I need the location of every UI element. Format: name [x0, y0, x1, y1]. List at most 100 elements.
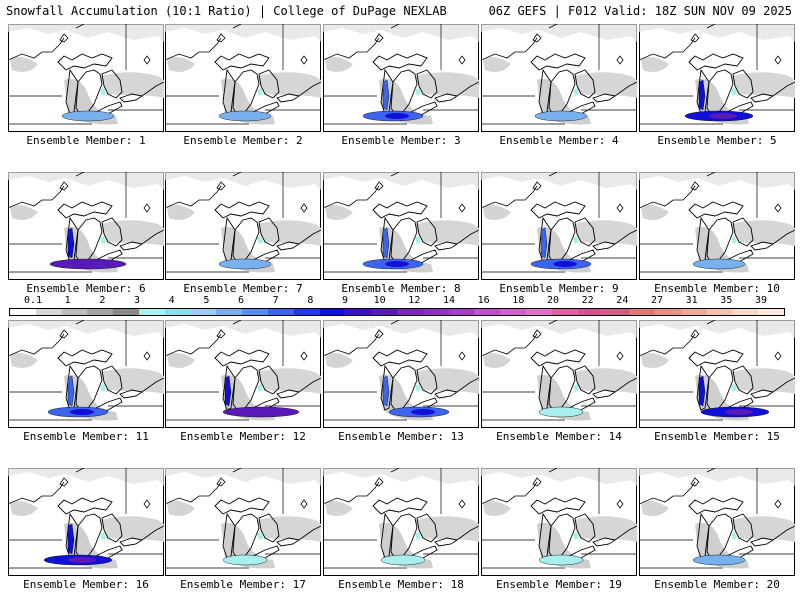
ensemble-panel: Ensemble Member: 15: [639, 320, 795, 443]
colorbar-swatch: [448, 309, 475, 315]
ensemble-panel: Ensemble Member: 2: [165, 24, 321, 147]
colorbar-swatch: [654, 309, 681, 315]
colorbar-swatch: [474, 309, 501, 315]
colorbar-swatch: [577, 309, 604, 315]
colorbar-swatch: [422, 309, 449, 315]
colorbar-swatch: [293, 309, 320, 315]
colorbar-swatch: [138, 309, 165, 315]
ensemble-member-caption: Ensemble Member: 4: [499, 134, 619, 147]
snowfall-map: [639, 172, 795, 280]
colorbar-tick-label: 3: [133, 295, 141, 306]
ensemble-member-caption: Ensemble Member: 20: [654, 578, 780, 591]
ensemble-panel: Ensemble Member: 16: [8, 468, 164, 591]
colorbar-tick-label: 8: [307, 295, 314, 306]
colorbar-tick-label: 31: [685, 295, 698, 306]
snowfall-map: [165, 320, 321, 428]
snowfall-map: [323, 468, 479, 576]
snowfall-map: [481, 468, 637, 576]
colorbar-swatch: [164, 309, 191, 315]
ensemble-member-caption: Ensemble Member: 7: [183, 282, 303, 295]
colorbar-tick-label: 39: [754, 295, 768, 306]
ensemble-panel: Ensemble Member: 19: [481, 468, 637, 591]
model-run-info: 06Z GEFS | F012 Valid: 18Z SUN NOV 09 20…: [488, 4, 792, 18]
colorbar-swatch: [267, 309, 294, 315]
ensemble-panel: Ensemble Member: 20: [639, 468, 795, 591]
colorbar-swatch: [190, 309, 217, 315]
ensemble-panel: Ensemble Member: 4: [481, 24, 637, 147]
colorbar-swatch: [371, 309, 397, 315]
colorbar-tick-label: 1: [64, 295, 71, 306]
colorbar-swatch: [551, 309, 578, 315]
colorbar-tick-label: 27: [650, 295, 664, 306]
ensemble-member-caption: Ensemble Member: 1: [26, 134, 146, 147]
colorbar-swatch: [396, 309, 423, 315]
ensemble-panel: Ensemble Member: 17: [165, 468, 321, 591]
colorbar-swatch: [680, 309, 707, 315]
ensemble-panel: Ensemble Member: 12: [165, 320, 321, 443]
colorbar-tick-label: 14: [442, 295, 456, 306]
colorbar-tick-label: 24: [616, 295, 629, 306]
snowfall-map: [323, 320, 479, 428]
colorbar-swatch: [242, 309, 268, 315]
snowfall-map: [323, 24, 479, 132]
colorbar-labels: 0.1 1 2 3 4 5 6 7 8 9 10 12 14 16 18 20 22 24 27 31 35 39: [9, 295, 785, 307]
colorbar-tick-label: 10: [373, 295, 386, 306]
snowfall-map: [639, 24, 795, 132]
snowfall-colorbar: 0.1 1 2 3 4 5 6 7 8 9 10 12 14 16 18 20 22 24 27 31 35 39: [9, 295, 785, 318]
colorbar-tick-label: 18: [512, 295, 525, 306]
ensemble-member-caption: Ensemble Member: 6: [26, 282, 146, 295]
colorbar-swatch: [35, 309, 62, 315]
ensemble-member-caption: Ensemble Member: 3: [341, 134, 461, 147]
colorbar-tick-label: 6: [237, 295, 245, 306]
snowfall-map: [323, 172, 479, 280]
ensemble-panel: Ensemble Member: 3: [323, 24, 479, 147]
ensemble-member-caption: Ensemble Member: 16: [23, 578, 149, 591]
ensemble-member-caption: Ensemble Member: 17: [180, 578, 306, 591]
colorbar-swatch: [87, 309, 114, 315]
colorbar-swatch: [706, 309, 733, 315]
colorbar-swatches: [9, 308, 785, 316]
ensemble-member-caption: Ensemble Member: 15: [654, 430, 780, 443]
snowfall-map: [481, 24, 637, 132]
ensemble-panel: Ensemble Member: 6: [8, 172, 164, 295]
colorbar-tick-label: 20: [546, 295, 560, 306]
snowfall-map: [165, 468, 321, 576]
page-title: Snowfall Accumulation (10:1 Ratio) | Col…: [6, 4, 447, 18]
colorbar-swatch: [758, 309, 784, 315]
ensemble-panel: Ensemble Member: 7: [165, 172, 321, 295]
ensemble-panel: Ensemble Member: 13: [323, 320, 479, 443]
colorbar-swatch: [525, 309, 552, 315]
snowfall-map: [639, 468, 795, 576]
snowfall-map: [165, 24, 321, 132]
ensemble-member-caption: Ensemble Member: 11: [23, 430, 149, 443]
snowfall-map: [8, 320, 164, 428]
colorbar-tick-label: 0.1: [23, 295, 43, 306]
colorbar-swatch: [603, 309, 630, 315]
colorbar-tick-label: 9: [341, 295, 349, 306]
snowfall-map: [8, 172, 164, 280]
colorbar-swatch: [319, 309, 346, 315]
ensemble-member-caption: Ensemble Member: 14: [496, 430, 622, 443]
snowfall-map: [481, 172, 637, 280]
colorbar-swatch: [732, 309, 759, 315]
snowfall-map: [8, 468, 164, 576]
snowfall-map: [8, 24, 164, 132]
ensemble-member-caption: Ensemble Member: 19: [496, 578, 622, 591]
ensemble-panel: Ensemble Member: 5: [639, 24, 795, 147]
ensemble-panel: Ensemble Member: 10: [639, 172, 795, 295]
ensemble-panel: Ensemble Member: 11: [8, 320, 164, 443]
ensemble-member-caption: Ensemble Member: 10: [654, 282, 780, 295]
snowfall-map: [165, 172, 321, 280]
ensemble-panel: Ensemble Member: 9: [481, 172, 637, 295]
ensemble-member-caption: Ensemble Member: 2: [183, 134, 303, 147]
colorbar-swatch: [61, 309, 88, 315]
ensemble-member-caption: Ensemble Member: 18: [338, 578, 464, 591]
colorbar-tick-label: 35: [720, 295, 733, 306]
colorbar-swatch: [345, 309, 372, 315]
ensemble-member-caption: Ensemble Member: 13: [338, 430, 464, 443]
ensemble-member-caption: Ensemble Member: 12: [180, 430, 306, 443]
ensemble-panel: Ensemble Member: 1: [8, 24, 164, 147]
ensemble-member-caption: Ensemble Member: 9: [499, 282, 619, 295]
colorbar-tick-label: 16: [477, 295, 490, 306]
colorbar-swatch: [216, 309, 243, 315]
